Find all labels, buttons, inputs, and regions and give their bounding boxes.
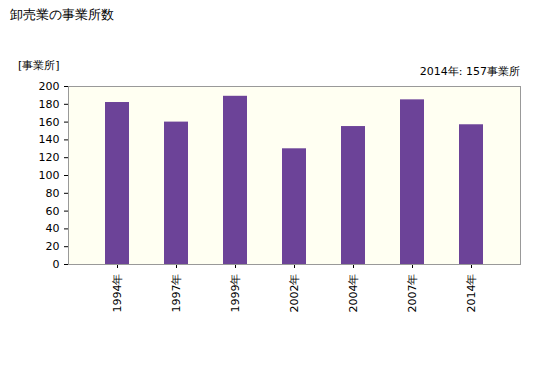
- svg-text:180: 180: [39, 98, 60, 111]
- svg-text:80: 80: [46, 187, 60, 200]
- svg-text:20: 20: [46, 240, 60, 253]
- html-text:[事業所]: [事業所]: [18, 59, 60, 72]
- svg-text:1994年: 1994年: [111, 274, 124, 313]
- html-text:2014年: 157事業所: 2014年: 157事業所: [419, 65, 520, 78]
- svg-text:2004年: 2004年: [347, 274, 360, 313]
- svg-text:1997年: 1997年: [170, 274, 183, 313]
- svg-text:40: 40: [46, 222, 60, 235]
- svg-text:60: 60: [46, 205, 60, 218]
- svg-text:160: 160: [39, 116, 60, 129]
- svg-text:0: 0: [53, 258, 60, 271]
- svg-text:140: 140: [39, 133, 60, 146]
- svg-text:2007年: 2007年: [406, 274, 419, 313]
- svg-text:100: 100: [39, 169, 60, 182]
- svg-text:120: 120: [39, 151, 60, 164]
- html-text:卸売業の事業所数: 卸売業の事業所数: [10, 7, 114, 22]
- svg-text:2002年: 2002年: [288, 274, 301, 313]
- svg-text:2014年: 2014年: [465, 274, 478, 313]
- svg-text:200: 200: [39, 80, 60, 93]
- svg-text:1999年: 1999年: [229, 274, 242, 313]
